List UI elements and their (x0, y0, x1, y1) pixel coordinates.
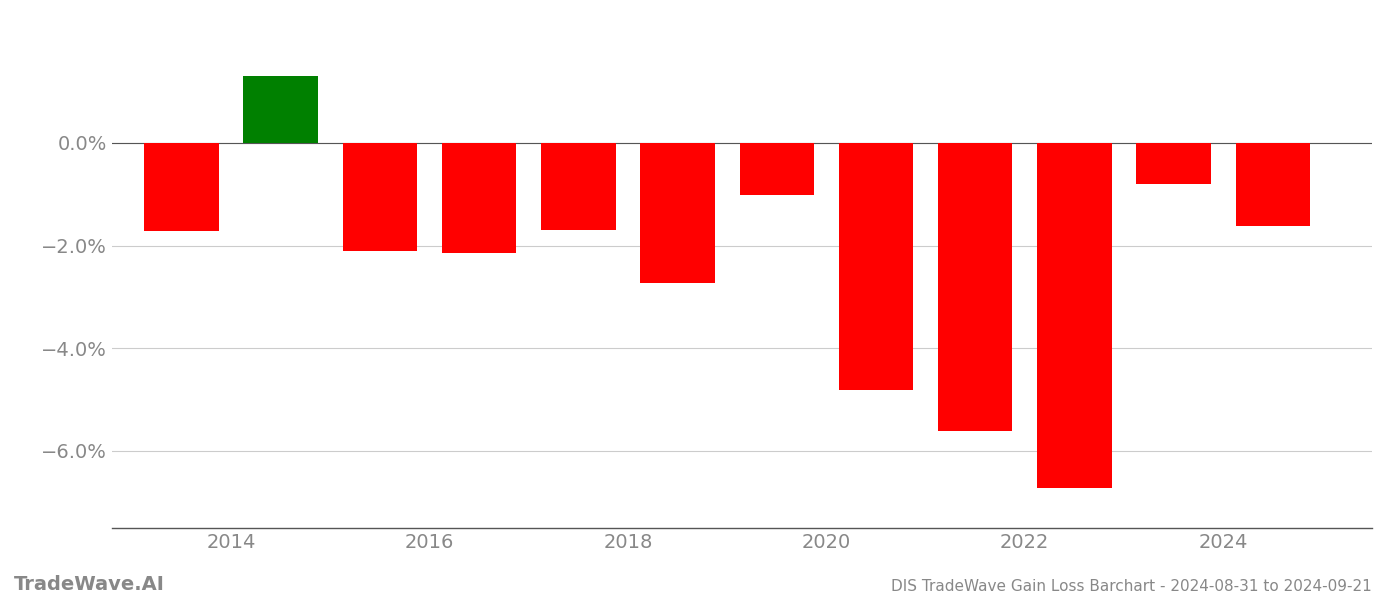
Bar (1037, 143, 1112, 488)
Bar (1236, 143, 1310, 226)
Bar (244, 76, 318, 143)
Bar (739, 143, 813, 196)
Bar (1137, 143, 1211, 184)
Text: TradeWave.AI: TradeWave.AI (14, 575, 165, 594)
Bar (839, 143, 913, 391)
Bar (938, 143, 1012, 431)
Bar (442, 143, 517, 253)
Text: DIS TradeWave Gain Loss Barchart - 2024-08-31 to 2024-09-21: DIS TradeWave Gain Loss Barchart - 2024-… (892, 579, 1372, 594)
Bar (640, 143, 715, 283)
Bar (540, 143, 616, 230)
Bar (144, 143, 218, 231)
Bar (343, 143, 417, 251)
